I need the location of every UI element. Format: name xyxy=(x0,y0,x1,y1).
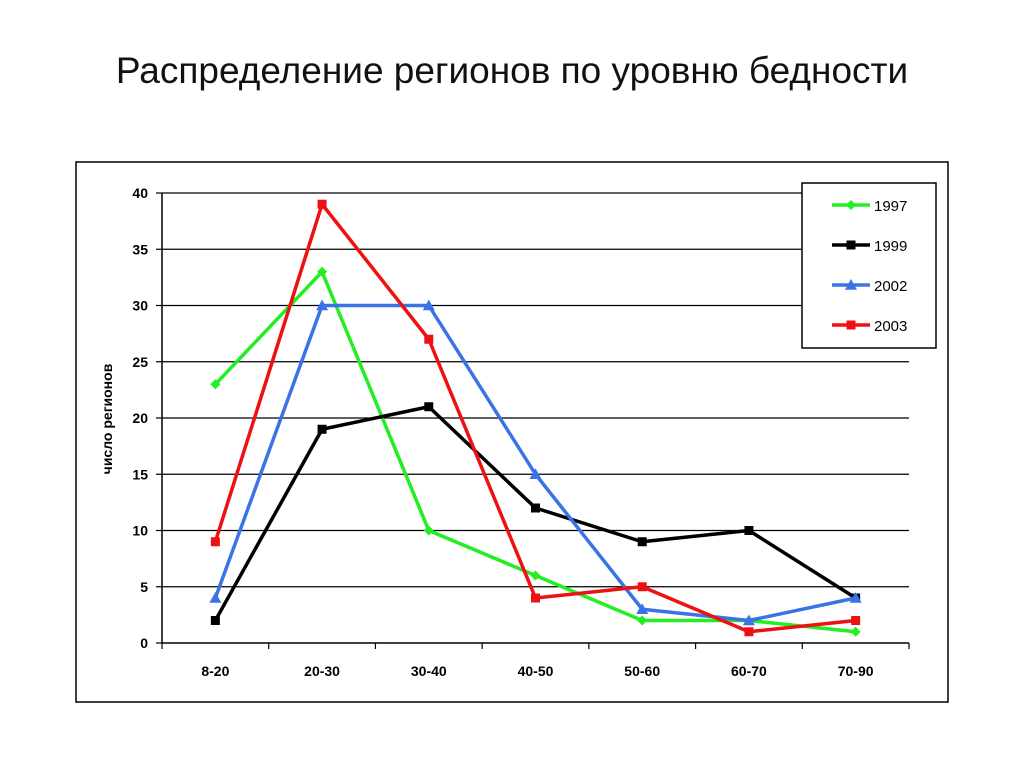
y-tick-label: 40 xyxy=(132,185,148,201)
data-point-2003 xyxy=(744,627,754,637)
y-tick-label: 5 xyxy=(140,579,148,595)
series-lines xyxy=(209,199,862,637)
x-tick-label: 8-20 xyxy=(201,663,229,679)
data-point-1999 xyxy=(317,424,327,434)
y-tick-label: 15 xyxy=(132,466,148,482)
data-point-2003 xyxy=(637,582,647,592)
y-tick-label: 25 xyxy=(132,354,148,370)
x-tick-label: 40-50 xyxy=(518,663,554,679)
data-point-1999 xyxy=(744,526,754,535)
data-point-2002 xyxy=(529,468,542,480)
legend-box xyxy=(801,182,937,349)
data-point-1999 xyxy=(531,503,540,513)
legend-entry-1999: 1999 xyxy=(832,238,907,255)
legend-marker xyxy=(846,320,856,330)
data-point-2003 xyxy=(531,593,540,603)
data-point-2003 xyxy=(424,334,434,344)
legend-label: 1999 xyxy=(874,238,907,255)
data-point-2002 xyxy=(316,299,329,311)
y-tick-label: 10 xyxy=(132,523,148,539)
legend-marker xyxy=(845,279,857,290)
data-point-2003 xyxy=(210,537,220,547)
x-tick-label: 30-40 xyxy=(411,663,447,679)
legend: 1997 1999 2002 2003 xyxy=(801,182,937,349)
data-point-2002 xyxy=(422,299,435,311)
y-tick-label: 0 xyxy=(140,635,148,651)
data-point-2003 xyxy=(317,199,327,209)
legend-label: 1997 xyxy=(874,198,907,215)
legend-entry-2003: 2003 xyxy=(832,318,907,335)
data-point-1999 xyxy=(210,616,220,625)
data-point-2002 xyxy=(849,592,862,603)
data-point-1997 xyxy=(530,570,541,581)
data-point-1997 xyxy=(850,626,861,637)
y-tick-label: 35 xyxy=(132,241,148,257)
x-tick-label: 60-70 xyxy=(731,663,767,679)
series-1999 xyxy=(210,402,861,625)
slide-title: Распределение регионов по уровню бедност… xyxy=(115,50,909,91)
data-point-1999 xyxy=(637,537,647,547)
legend-marker xyxy=(846,200,856,210)
legend-marker xyxy=(846,240,856,250)
data-point-1997 xyxy=(317,266,328,277)
x-tick-label: 50-60 xyxy=(624,663,660,679)
series-2002 xyxy=(209,299,862,626)
data-point-1997 xyxy=(423,525,434,536)
data-point-1999 xyxy=(424,402,434,412)
data-point-2003 xyxy=(851,616,861,625)
legend-label: 2003 xyxy=(874,318,907,335)
data-point-1997 xyxy=(637,615,648,626)
data-point-1997 xyxy=(210,379,221,390)
data-point-2002 xyxy=(636,603,649,615)
data-point-2002 xyxy=(209,592,222,603)
legend-label: 2002 xyxy=(874,278,907,295)
y-tick-label: 20 xyxy=(132,410,148,426)
y-tick-label: 30 xyxy=(132,298,148,314)
series-2003 xyxy=(210,199,861,637)
legend-entry-1997: 1997 xyxy=(832,198,907,215)
data-point-2002 xyxy=(742,614,755,626)
legend-entry-2002: 2002 xyxy=(832,278,907,295)
axes: 0 5 10 15 20 25 30 35 40 8-20 20-30 30-40 40-50 50-60… xyxy=(132,185,910,679)
x-tick-label: 70-90 xyxy=(838,663,874,679)
y-axis-label: число регионов xyxy=(99,363,115,474)
x-tick-label: 20-30 xyxy=(304,663,340,679)
